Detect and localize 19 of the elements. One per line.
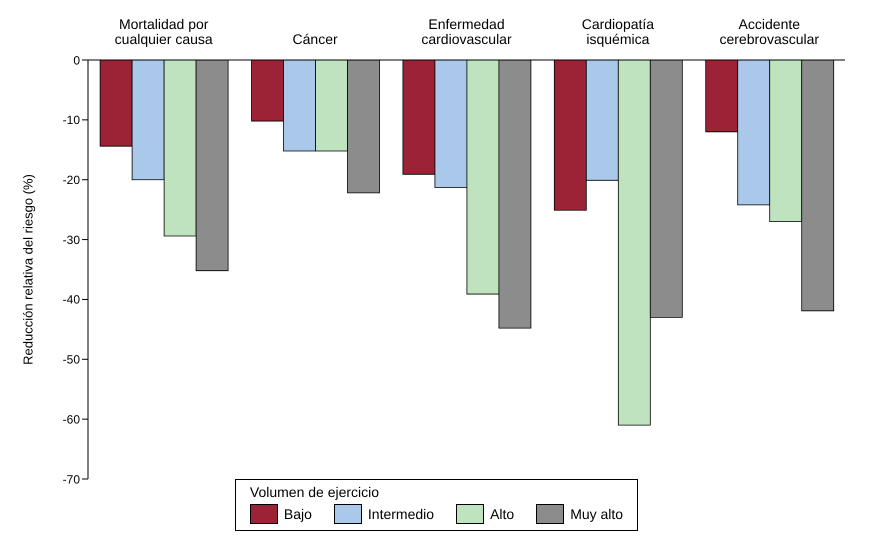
- x-tick-label: Cardiopatía isquémica: [582, 16, 654, 47]
- y-axis-title: Reducción relativa del riesgo (%): [20, 174, 36, 365]
- legend-label: Bajo: [284, 506, 312, 522]
- y-tick-label: -70: [62, 472, 80, 486]
- y-tick-label: -30: [62, 232, 80, 247]
- legend-label: Intermedio: [368, 506, 434, 522]
- y-tick-label: -40: [62, 292, 80, 307]
- y-tick-label: 0: [73, 53, 80, 68]
- y-tick-label: -10: [62, 113, 80, 128]
- y-tick-label: -20: [62, 172, 80, 187]
- legend-label: Muy alto: [570, 506, 624, 522]
- legend-title: Volumen de ejercicio: [250, 484, 380, 500]
- y-tick-label: -50: [62, 352, 80, 367]
- x-tick-label: Accidente cerebrovascular: [719, 16, 820, 47]
- x-tick-label: Mortalidad por cualquier causa: [114, 16, 213, 47]
- y-tick-label: -60: [62, 412, 80, 426]
- x-tick-label: Enfermedad cardiovascular: [421, 16, 512, 47]
- legend-label: Alto: [490, 506, 514, 522]
- x-tick-label: Cáncer: [292, 31, 338, 47]
